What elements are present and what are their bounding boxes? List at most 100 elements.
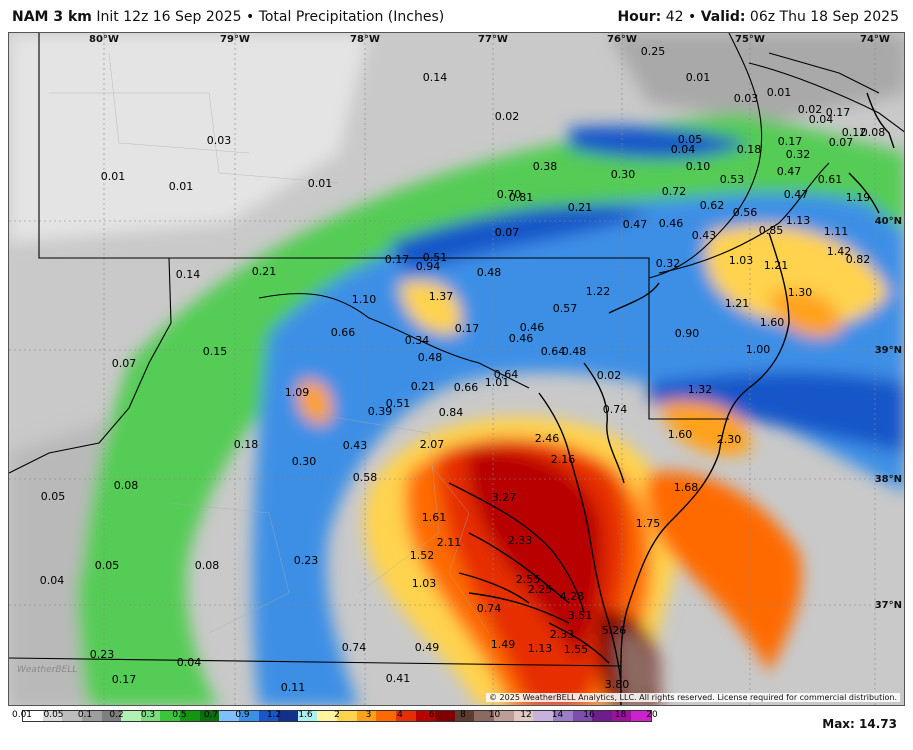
colorbar-swatch <box>552 711 573 721</box>
colorbar-swatch <box>435 711 455 721</box>
colorbar-tick-label: 0.01 <box>11 710 33 720</box>
precip-value-label: 1.68 <box>674 481 699 494</box>
precip-value-label: 0.34 <box>405 334 430 347</box>
precip-value-label: 0.21 <box>568 201 593 214</box>
precip-value-label: 1.00 <box>746 343 771 356</box>
precip-value-label: 1.61 <box>422 511 447 524</box>
precip-value-label: 0.04 <box>40 574 65 587</box>
colorbar-swatch <box>62 711 82 721</box>
title-left: NAM 3 km Init 12z 16 Sep 2025 • Total Pr… <box>12 9 444 25</box>
precip-value-label: 0.49 <box>415 641 440 654</box>
precip-value-label: 0.32 <box>656 257 681 270</box>
longitude-tick: 78°W <box>350 34 380 45</box>
longitude-tick: 80°W <box>89 34 119 45</box>
latitude-tick: 38°N <box>875 474 902 485</box>
colorbar-tick-label: 10 <box>488 710 501 720</box>
colorbar-swatch <box>42 711 63 721</box>
colorbar-tick-label: 3 <box>365 710 372 720</box>
precip-value-label: 0.04 <box>671 143 696 156</box>
hour-label: Hour: <box>617 9 662 25</box>
precipitation-map[interactable]: 80°W 79°W 78°W 77°W 76°W 75°W 74°W 40°N 39°N 38°… <box>8 32 905 706</box>
colorbar-tick-label: 0.2 <box>109 710 124 720</box>
colorbar-tick-label: 12 <box>520 710 532 720</box>
precip-value-label: 2.16 <box>551 453 576 466</box>
colorbar-swatch <box>494 711 514 721</box>
precip-value-label: 1.49 <box>491 638 516 651</box>
precip-value-label: 0.48 <box>562 345 587 358</box>
precip-value-label: 2.55 <box>516 573 541 586</box>
latitude-tick: 40°N <box>875 216 902 227</box>
precip-value-label: 0.90 <box>675 327 700 340</box>
longitude-tick: 77°W <box>478 34 508 45</box>
colorbar-swatch <box>121 711 141 721</box>
precip-value-label: 0.05 <box>95 559 120 572</box>
precip-value-label: 0.46 <box>520 321 545 334</box>
precip-value-label: 1.30 <box>788 286 813 299</box>
colorbar-swatch <box>631 711 651 721</box>
precip-value-label: 0.04 <box>177 656 202 669</box>
precip-value-label: 0.17 <box>826 106 851 119</box>
colorbar-swatch <box>297 711 318 721</box>
colorbar-swatch <box>395 711 416 721</box>
precip-value-label: 0.17 <box>112 673 137 686</box>
precip-value-label: 0.23 <box>90 648 115 661</box>
precip-value-label: 1.10 <box>352 293 377 306</box>
colorbar-tick-label: 0.9 <box>235 710 250 720</box>
longitude-tick: 75°W <box>735 34 765 45</box>
precip-value-label: 1.13 <box>528 642 553 655</box>
precip-value-label: 0.74 <box>342 641 367 654</box>
precip-value-label: 1.42 <box>827 245 852 258</box>
precip-value-label: 0.03 <box>207 134 232 147</box>
precip-value-label: 0.08 <box>114 479 139 492</box>
precip-value-label: 0.81 <box>509 191 534 204</box>
precip-value-label: 0.02 <box>798 103 823 116</box>
precip-value-label: 1.32 <box>688 383 713 396</box>
colorbar-ticks: 0.01 0.05 0.1 0.2 0.3 0.5 0.7 0.9 1.2 1.6 2 3 4 6 8 10 1… <box>12 710 658 722</box>
precip-value-label: 1.09 <box>285 386 310 399</box>
precip-value-label: 0.07 <box>112 357 137 370</box>
precip-value-label: 0.46 <box>659 217 684 230</box>
colorbar-swatch <box>356 711 377 721</box>
precipitation-colorbar <box>22 710 652 722</box>
precip-value-label: 0.11 <box>281 681 306 694</box>
precip-value-label: 0.07 <box>495 226 520 239</box>
product-name: Total Precipitation (Inches) <box>258 9 445 25</box>
colorbar-swatch <box>140 711 161 721</box>
precip-value-label: 0.04 <box>809 113 834 126</box>
precip-value-label: 0.43 <box>692 229 717 242</box>
precip-value-label: 0.30 <box>292 455 317 468</box>
precip-value-label: 0.47 <box>623 218 648 231</box>
precip-value-label: 0.56 <box>733 206 758 219</box>
colorbar-tick-label: 20 <box>646 710 658 720</box>
hour-value: 42 <box>665 9 684 25</box>
precip-value-label: 0.10 <box>686 160 711 173</box>
precip-value-label: 0.47 <box>784 188 809 201</box>
precip-value-label: 0.66 <box>454 381 479 394</box>
precip-value-label: 2.25 <box>528 583 553 596</box>
precip-value-label: 2.33 <box>550 628 575 641</box>
max-label: Max: <box>822 717 855 731</box>
colorbar-tick-label: 8 <box>460 710 466 720</box>
precip-value-label: 0.08 <box>861 126 886 139</box>
max-value-box: Max: 14.73 <box>822 717 897 731</box>
precip-value-label: 2.33 <box>508 534 533 547</box>
colorbar-tick-label: 1.6 <box>298 710 313 720</box>
colorbar-swatch <box>317 711 337 721</box>
precip-value-label: 1.19 <box>846 191 871 204</box>
colorbar-tick-label: 2 <box>334 710 340 720</box>
precip-value-label: 0.01 <box>308 177 333 190</box>
colorbar-swatch <box>337 711 357 721</box>
copyright-notice: © 2025 WeatherBELL Analytics, LLC. All r… <box>486 693 900 702</box>
precip-value-label: 0.62 <box>700 199 725 212</box>
precip-value-label: 1.60 <box>668 428 693 441</box>
precip-value-label: 1.60 <box>760 316 785 329</box>
precip-value-label: 1.55 <box>564 643 589 656</box>
colorbar-swatch <box>415 711 436 721</box>
colorbar-tick-label: 0.1 <box>77 710 93 720</box>
precip-value-label: 0.15 <box>203 345 228 358</box>
precip-value-label: 1.22 <box>586 285 611 298</box>
colorbar-swatch <box>258 711 279 721</box>
precip-value-label: 0.57 <box>553 302 578 315</box>
precip-value-label: 0.72 <box>662 185 687 198</box>
precip-value-label: 0.43 <box>343 439 368 452</box>
